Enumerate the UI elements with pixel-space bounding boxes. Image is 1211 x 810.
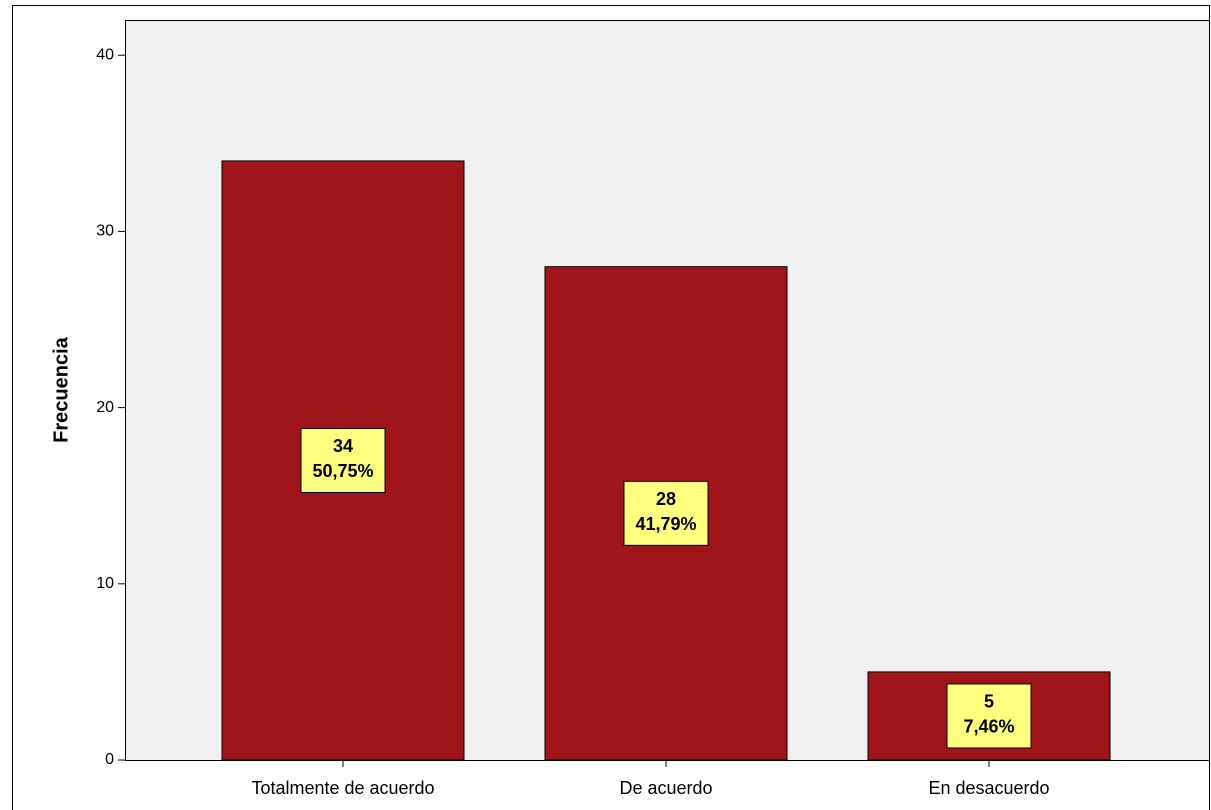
data-label: 34 — [333, 436, 353, 456]
data-label: 5 — [984, 692, 994, 712]
y-axis-title: Frecuencia — [50, 336, 72, 442]
y-tick-label: 0 — [105, 751, 114, 768]
x-tick-label: De acuerdo — [619, 778, 712, 798]
data-label-percent: 7,46% — [963, 717, 1014, 737]
x-tick-label: En desacuerdo — [928, 778, 1049, 798]
data-label-percent: 50,75% — [312, 461, 373, 481]
y-tick-label: 10 — [96, 575, 114, 592]
data-label-box — [300, 427, 386, 493]
x-tick-label: Totalmente de acuerdo — [251, 778, 434, 798]
data-label-box — [623, 480, 709, 546]
y-tick-label: 20 — [96, 399, 114, 416]
data-label-box — [946, 683, 1032, 749]
data-label-percent: 41,79% — [635, 514, 696, 534]
y-tick-label: 40 — [96, 46, 114, 63]
y-tick-label: 30 — [96, 223, 114, 240]
data-label: 28 — [656, 489, 676, 509]
